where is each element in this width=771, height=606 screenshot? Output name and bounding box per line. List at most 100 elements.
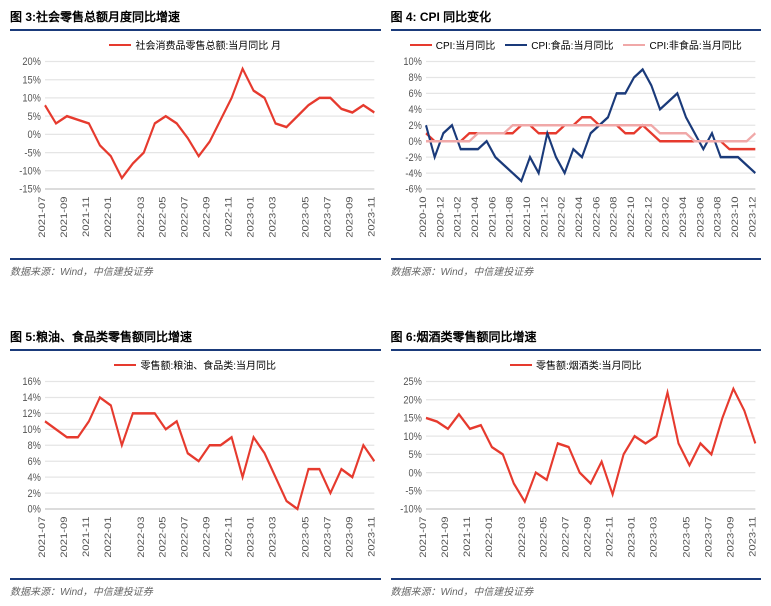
x-axis-label: 2023-10 [730,196,740,238]
y-axis-label: 10% [22,93,41,105]
y-axis-label: 8% [408,72,421,84]
legend-label: 零售额:粮油、食品类:当月同比 [140,357,276,372]
x-axis-label: 2023-12 [748,196,758,238]
legend-label: CPI:食品:当月同比 [531,37,613,52]
chart-source: 数据来源：Wind，中信建投证券 [391,258,762,278]
x-axis-label: 2023-11 [367,516,377,557]
x-axis-label: 2023-11 [367,196,377,237]
x-axis-label: 2022-03 [137,516,147,558]
x-axis-label: 2021-12 [540,196,550,238]
y-axis-label: -5% [24,148,40,160]
x-axis-label: 2023-05 [301,516,311,558]
y-axis-label: 4% [27,472,40,484]
x-axis-label: 2022-01 [484,516,494,558]
x-axis-label: 2023-04 [678,196,688,238]
legend-label: 社会消费品零售总额:当月同比 月 [135,37,281,52]
x-axis-label: 2021-06 [488,196,498,238]
y-axis-label: -2% [405,152,421,164]
y-axis-label: 2% [27,488,40,500]
x-axis-label: 2020-10 [418,196,428,238]
x-axis-label: 2021-07 [38,196,48,238]
chart-panel-c4: 图 4: CPI 同比变化CPI:当月同比CPI:食品:当月同比CPI:非食品:… [391,8,762,278]
legend-swatch [114,364,136,366]
chart-legend: 零售额:烟酒类:当月同比 [391,355,762,374]
series-line [45,69,374,178]
series-line [45,397,374,509]
y-axis-label: 10% [22,424,41,436]
series-line [425,389,754,502]
x-axis-label: 2022-11 [224,196,234,237]
chart-svg: -10%-5%0%5%10%15%20%25%2021-072021-09202… [391,374,762,574]
chart-legend: CPI:当月同比 CPI:食品:当月同比 CPI:非食品:当月同比 [391,35,762,54]
x-axis-label: 2023-05 [682,516,692,558]
x-axis-label: 2021-11 [462,516,472,557]
x-axis-label: 2022-05 [159,516,169,558]
x-axis-label: 2023-07 [323,196,333,238]
legend-swatch [505,44,527,46]
chart-title: 图 5:粮油、食品类零售额同比增速 [10,328,381,351]
chart-svg: 0%2%4%6%8%10%12%14%16%2021-072021-092021… [10,374,381,574]
y-axis-label: 0% [408,136,421,148]
x-axis-label: 2023-01 [246,516,256,558]
x-axis-label: 2022-05 [159,196,169,238]
x-axis-label: 2021-07 [418,516,428,558]
x-axis-label: 2023-01 [627,516,637,558]
x-axis-label: 2022-03 [517,516,527,558]
y-axis-label: 5% [408,449,421,461]
x-axis-label: 2022-10 [626,196,636,238]
y-axis-label: -10% [19,166,41,178]
y-axis-label: -6% [405,184,421,196]
chart-source: 数据来源：Wind，中信建投证券 [391,578,762,598]
chart-title: 图 6:烟酒类零售额同比增速 [391,328,762,351]
legend-swatch [623,44,645,46]
x-axis-label: 2022-03 [137,196,147,238]
x-axis-label: 2021-04 [470,196,480,238]
y-axis-label: -10% [400,504,422,516]
x-axis-label: 2023-05 [301,196,311,238]
chart-area: -10%-5%0%5%10%15%20%25%2021-072021-09202… [391,374,762,574]
x-axis-label: 2023-06 [696,196,706,238]
y-axis-label: 16% [22,377,41,389]
x-axis-label: 2022-09 [202,196,212,238]
x-axis-label: 2023-09 [345,516,355,558]
y-axis-label: 10% [403,431,422,443]
x-axis-label: 2022-09 [583,516,593,558]
x-axis-label: 2021-10 [522,196,532,238]
chart-panel-c6: 图 6:烟酒类零售额同比增速零售额:烟酒类:当月同比-10%-5%0%5%10%… [391,328,762,598]
legend-item: CPI:当月同比 [410,37,495,52]
x-axis-label: 2022-01 [104,516,114,558]
chart-area: 0%2%4%6%8%10%12%14%16%2021-072021-092021… [10,374,381,574]
chart-area: -15%-10%-5%0%5%10%15%20%2021-072021-0920… [10,54,381,254]
x-axis-label: 2022-06 [592,196,602,238]
y-axis-label: 2% [408,120,421,132]
y-axis-label: 20% [22,57,41,69]
x-axis-label: 2021-02 [453,196,463,238]
x-axis-label: 2023-11 [748,516,758,557]
x-axis-label: 2022-07 [181,196,191,238]
legend-item: 零售额:烟酒类:当月同比 [510,357,642,372]
y-axis-label: -15% [19,184,41,196]
chart-area: -6%-4%-2%0%2%4%6%8%10%2020-102020-122021… [391,54,762,254]
x-axis-label: 2023-08 [713,196,723,238]
chart-svg: -15%-10%-5%0%5%10%15%20%2021-072021-0920… [10,54,381,254]
x-axis-label: 2021-11 [82,516,92,557]
legend-swatch [510,364,532,366]
x-axis-label: 2021-09 [60,196,70,238]
legend-swatch [109,44,131,46]
y-axis-label: 14% [22,392,41,404]
chart-source: 数据来源：Wind，中信建投证券 [10,258,381,278]
x-axis-label: 2022-05 [539,516,549,558]
y-axis-label: 15% [22,75,41,87]
x-axis-label: 2022-08 [609,196,619,238]
x-axis-label: 2022-04 [574,196,584,238]
legend-item: CPI:食品:当月同比 [505,37,613,52]
x-axis-label: 2021-09 [440,516,450,558]
y-axis-label: 0% [27,129,40,141]
legend-item: 零售额:粮油、食品类:当月同比 [114,357,276,372]
legend-item: CPI:非食品:当月同比 [623,37,741,52]
chart-title: 图 3:社会零售总额月度同比增速 [10,8,381,31]
x-axis-label: 2023-07 [704,516,714,558]
y-axis-label: 0% [408,468,421,480]
x-axis-label: 2021-11 [82,196,92,237]
y-axis-label: -4% [405,168,421,180]
